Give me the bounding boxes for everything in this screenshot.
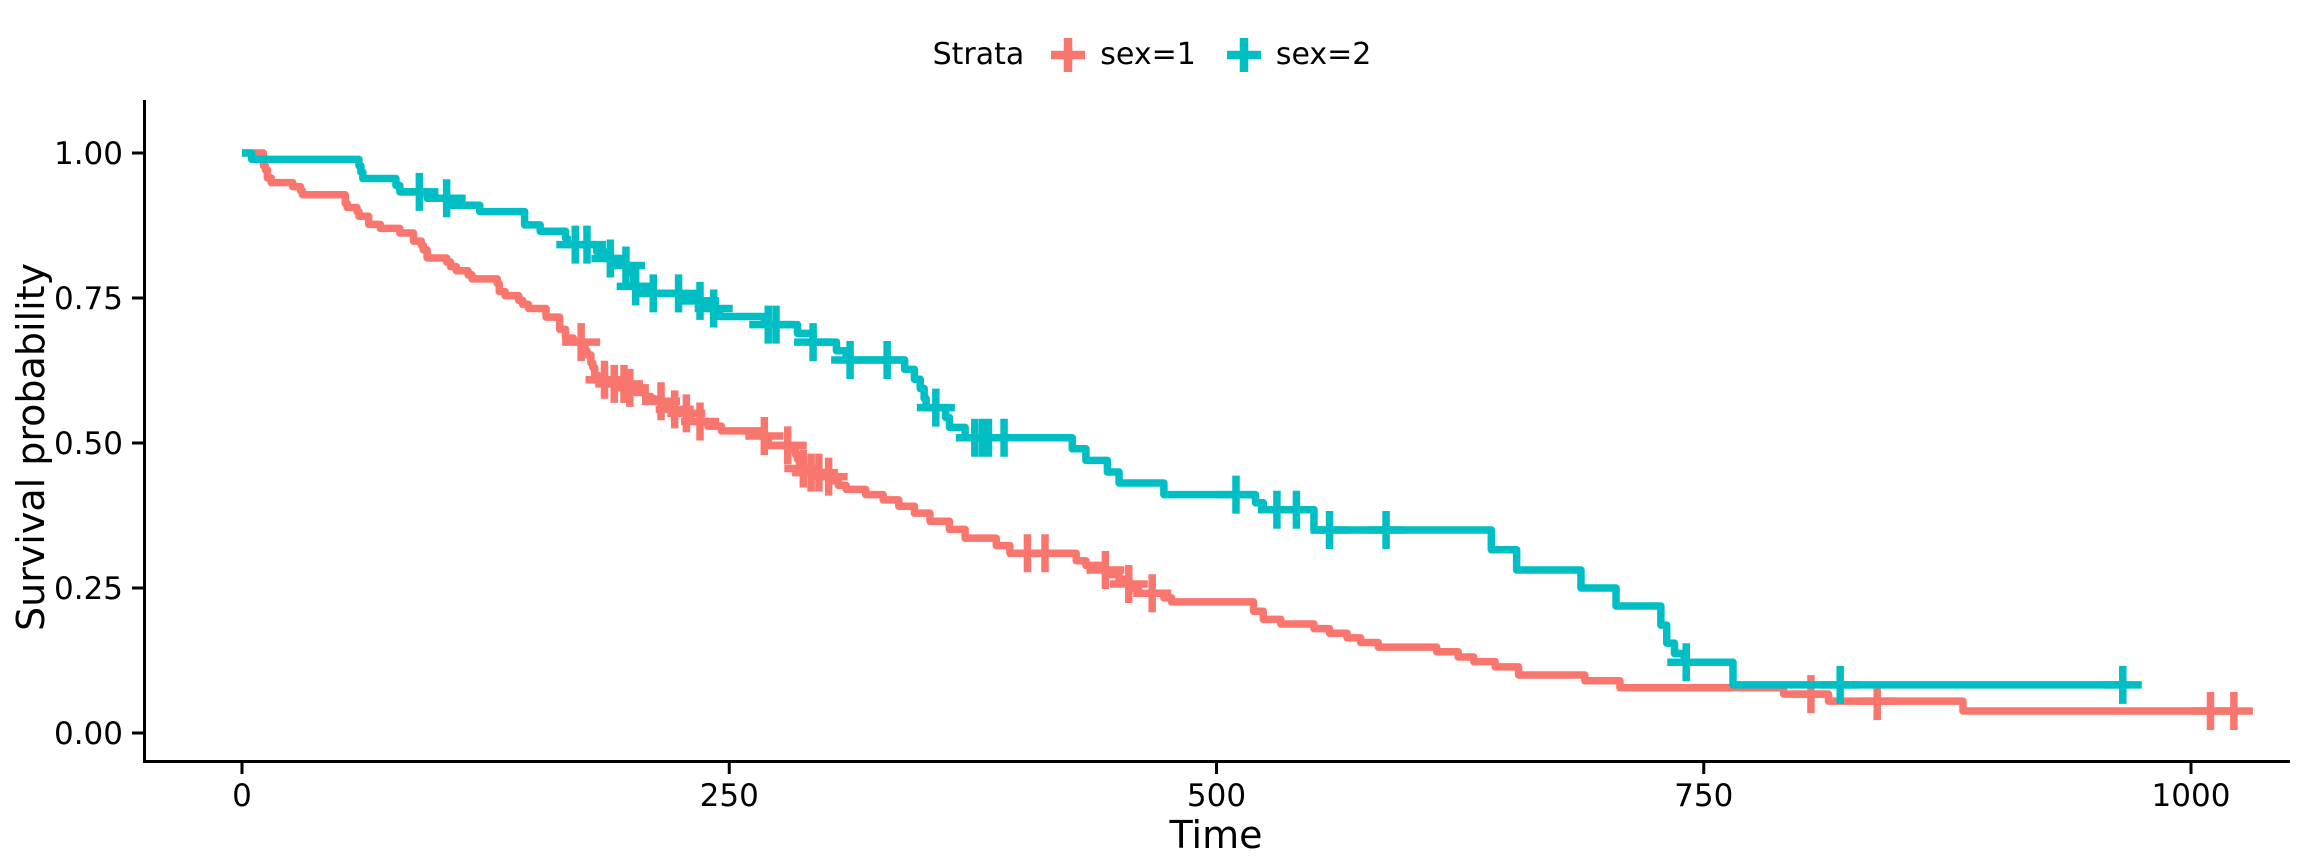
y-tick-label: 1.00: [54, 136, 123, 172]
legend-label-sex2: sex=2: [1275, 37, 1372, 72]
x-tick-label: 1000: [2152, 778, 2231, 814]
curve-layer: [242, 149, 2253, 730]
legend-label-sex1: sex=1: [1100, 37, 1196, 72]
y-axis-title: Survival probability: [9, 263, 53, 631]
x-tick-label: 500: [1187, 778, 1246, 814]
censor-marks-sex=1: [562, 323, 2253, 730]
y-tick-label: 0.00: [54, 716, 123, 752]
legend-title: Strata: [932, 37, 1025, 72]
x-tick-label: 750: [1674, 778, 1733, 814]
y-tick-label: 0.75: [54, 281, 123, 317]
y-tick-label: 0.25: [54, 571, 123, 607]
x-axis-title: Time: [1169, 813, 1263, 857]
x-tick-label: 0: [232, 778, 252, 814]
legend: Strata sex=1 sex=2: [0, 32, 2304, 78]
censor-plus-icon-sex2: [1226, 38, 1261, 72]
y-tick-label: 0.50: [54, 426, 123, 462]
legend-item-sex2: sex=2: [1222, 32, 1372, 78]
x-tick-label: 250: [700, 778, 759, 814]
censor-marks-sex=2: [400, 172, 2142, 704]
survival-curve-sex=2: [242, 149, 2123, 689]
axis-layer: 0 250 500 750 1000 0.00 0.25 0.50 0.75 1.00: [54, 100, 2290, 814]
censor-plus-icon-sex1: [1051, 38, 1086, 72]
legend-item-sex1: sex=1: [1046, 32, 1196, 78]
survival-curve-sex=1: [242, 149, 2234, 715]
